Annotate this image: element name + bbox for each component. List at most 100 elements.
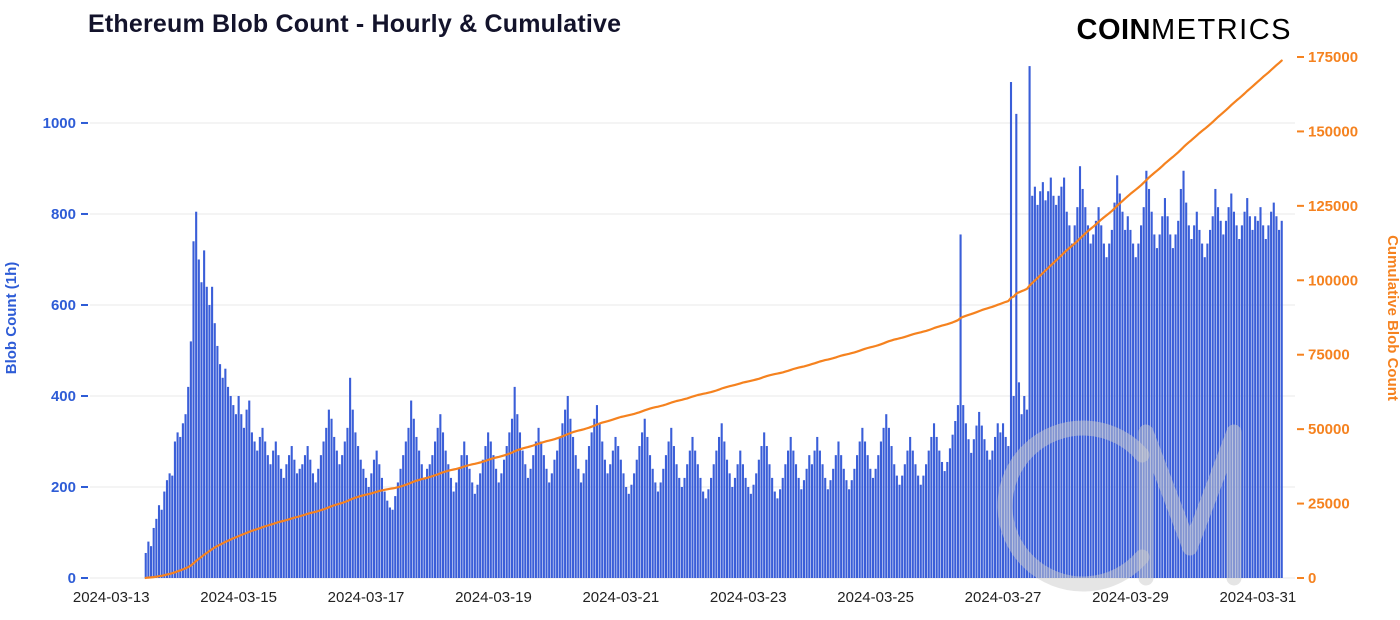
hourly-bar	[752, 484, 755, 578]
hourly-bar	[1251, 229, 1254, 578]
hourly-bar	[1025, 409, 1028, 578]
hourly-bar	[789, 436, 792, 578]
hourly-bar	[609, 464, 612, 578]
hourly-bar	[672, 446, 675, 578]
hourly-bar	[1140, 225, 1143, 578]
hourly-bar	[848, 489, 851, 578]
hourly-bar	[712, 464, 715, 578]
hourly-bar	[1163, 198, 1166, 578]
hourly-bar	[338, 464, 341, 578]
hourly-bar	[925, 464, 928, 578]
hourly-bar	[1089, 243, 1092, 578]
hourly-bar	[1235, 225, 1238, 578]
hourly-bar	[569, 418, 572, 578]
hourly-bar	[1211, 216, 1214, 579]
hourly-bar	[1264, 239, 1267, 578]
hourly-bar	[1116, 175, 1119, 579]
hourly-bar	[630, 484, 633, 578]
hourly-bar	[197, 259, 200, 578]
hourly-bar	[155, 518, 158, 578]
hourly-bar	[1023, 395, 1026, 578]
hourly-bar	[431, 455, 434, 578]
hourly-bar	[317, 468, 320, 578]
hourly-bar	[1113, 202, 1116, 578]
hourly-bar	[842, 468, 845, 578]
hourly-bar	[1155, 248, 1159, 578]
hourly-bar	[781, 477, 784, 578]
hourly-bar	[319, 455, 322, 578]
hourly-bar	[972, 439, 975, 578]
hourly-bar	[744, 477, 747, 578]
x-tick-label: 2024-03-27	[965, 589, 1042, 606]
hourly-bar	[152, 527, 155, 578]
chart-title: Ethereum Blob Count - Hourly & Cumulativ…	[88, 10, 622, 38]
hourly-bar	[1203, 257, 1206, 578]
hourly-bar	[877, 455, 880, 578]
hourly-bar	[219, 364, 222, 578]
hourly-bar	[248, 400, 251, 578]
hourly-bar	[1063, 177, 1066, 578]
hourly-bar	[717, 436, 721, 578]
x-tick-label: 2024-03-29	[1092, 589, 1169, 606]
hourly-bar	[1055, 204, 1058, 579]
hourly-bar	[670, 427, 673, 578]
hourly-bar	[526, 477, 529, 578]
hourly-bar	[1166, 216, 1169, 579]
hourly-bar	[500, 473, 503, 578]
x-tick-label: 2024-03-31	[1219, 589, 1296, 606]
right-tick-label: 175000	[1308, 49, 1358, 66]
hourly-bar	[991, 450, 994, 578]
hourly-bar	[1206, 243, 1209, 578]
hourly-bar	[1068, 225, 1071, 578]
hourly-bar	[1153, 234, 1156, 579]
hourly-bar	[707, 489, 710, 578]
hourly-bar	[1057, 195, 1060, 578]
hourly-bar	[686, 464, 689, 578]
hourly-bar	[503, 459, 506, 578]
hourly-bar	[357, 446, 360, 578]
hourly-bar	[160, 509, 163, 578]
hourly-bar	[335, 450, 338, 578]
hourly-bar	[200, 282, 203, 578]
hourly-bar	[309, 459, 312, 578]
hourly-bar	[476, 484, 479, 578]
hourly-bar	[794, 464, 798, 578]
hourly-bar	[349, 377, 352, 578]
hourly-bar	[550, 473, 553, 578]
hourly-bar	[577, 468, 580, 578]
hourly-bar	[484, 446, 487, 578]
hourly-bar	[181, 423, 184, 578]
hourly-bar	[505, 446, 508, 578]
hourly-bar	[728, 473, 731, 578]
hourly-bar	[441, 432, 445, 578]
hourly-bar	[792, 450, 795, 578]
hourly-bar	[149, 546, 153, 578]
hourly-bar	[845, 480, 848, 578]
hourly-bar	[1182, 170, 1185, 578]
hourly-bar	[221, 377, 224, 578]
hourly-bar	[415, 436, 418, 578]
hourly-bar	[871, 477, 875, 578]
hourly-bar	[229, 395, 232, 578]
hourly-bar	[802, 480, 806, 578]
hourly-bar	[537, 427, 540, 578]
hourly-bar	[725, 459, 729, 578]
hourly-bar	[1134, 257, 1137, 578]
hourly-bar	[1017, 382, 1021, 578]
hourly-bar	[378, 464, 381, 578]
hourly-bar	[314, 482, 317, 578]
left-tick-label: 800	[51, 206, 76, 223]
hourly-bar	[234, 414, 238, 578]
hourly-bar	[513, 386, 516, 578]
hourly-bar	[1254, 216, 1257, 579]
hourly-bar	[460, 455, 463, 578]
hourly-bar	[487, 432, 490, 578]
hourly-bar	[399, 468, 402, 578]
hourly-bar	[710, 477, 713, 578]
hourly-bar	[951, 434, 954, 578]
hourly-bar	[1036, 204, 1039, 579]
hourly-bar	[587, 446, 591, 578]
hourly-bar	[561, 423, 564, 578]
hourly-bar	[1275, 216, 1278, 579]
